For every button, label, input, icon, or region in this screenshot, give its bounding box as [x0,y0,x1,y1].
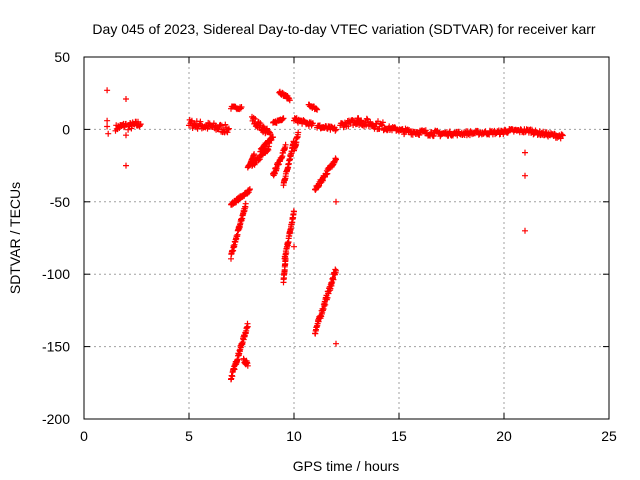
data-point [123,96,129,102]
data-point [291,243,297,250]
data-point [559,132,566,139]
data-point [333,126,339,133]
data-point [270,134,276,141]
data-point [104,117,111,124]
y-tick-label: -100 [42,266,70,282]
data-point [104,123,111,130]
data-point [430,132,437,139]
axis-ticks [83,56,610,420]
y-tick-label: -150 [42,339,70,355]
data-point [379,122,386,129]
data-point [121,124,127,131]
y-tick-label: 50 [54,49,70,65]
data-point [559,131,566,138]
data-point [123,162,129,169]
data-point [309,120,316,127]
data-point [345,123,352,130]
data-point [251,151,258,158]
data-point [291,208,297,215]
data-point [314,106,321,113]
data-point [105,130,112,137]
data-point [225,125,232,132]
data-point [333,340,339,347]
data-point [128,125,135,132]
data-point [280,115,287,122]
x-tick-label: 10 [286,428,302,444]
data-point [104,87,111,94]
data-point [244,323,251,330]
data-point [137,121,144,128]
x-tick-label: 20 [496,428,512,444]
data-point [218,122,225,129]
x-tick-label: 5 [185,428,193,444]
x-tick-label: 25 [601,428,617,444]
data-point [125,126,132,133]
data-point [222,121,229,128]
plot-frame [83,56,610,420]
data-point [363,115,370,122]
y-tick-labels: 50 0 -50 -100 -150 -200 [42,49,70,427]
data-point [238,104,245,110]
data-point [242,200,249,207]
data-point [123,132,129,139]
data-point [322,301,329,308]
data-point [295,129,302,136]
data-point [197,118,204,125]
data-points [104,87,566,383]
y-tick-label: 0 [62,121,70,137]
data-point [225,126,232,133]
y-tick-label: -200 [42,411,70,427]
data-point [282,141,289,148]
data-point [244,362,251,369]
data-point [379,119,386,126]
data-point [309,120,316,127]
data-point [422,127,429,134]
y-tick-label: -50 [50,194,70,210]
data-point [252,116,259,122]
chart-title: Day 045 of 2023, Sidereal Day-to-day VTE… [92,21,595,37]
data-point [333,198,339,205]
data-point [332,127,339,134]
data-point [522,172,528,179]
data-point [333,267,339,274]
data-point [522,227,528,234]
y-axis-label: SDTVAR / TECUs [7,182,23,294]
data-point [522,149,528,156]
data-point [330,276,337,283]
data-point [137,122,143,129]
x-tick-label: 15 [391,428,407,444]
data-point [246,186,253,193]
x-tick-label: 0 [80,428,88,444]
x-tick-labels: 0 5 10 15 20 25 [80,428,617,444]
data-point [446,128,453,135]
x-axis-label: GPS time / hours [293,458,400,474]
grid-lines [84,57,609,419]
data-point [333,156,339,163]
data-point [286,97,293,104]
